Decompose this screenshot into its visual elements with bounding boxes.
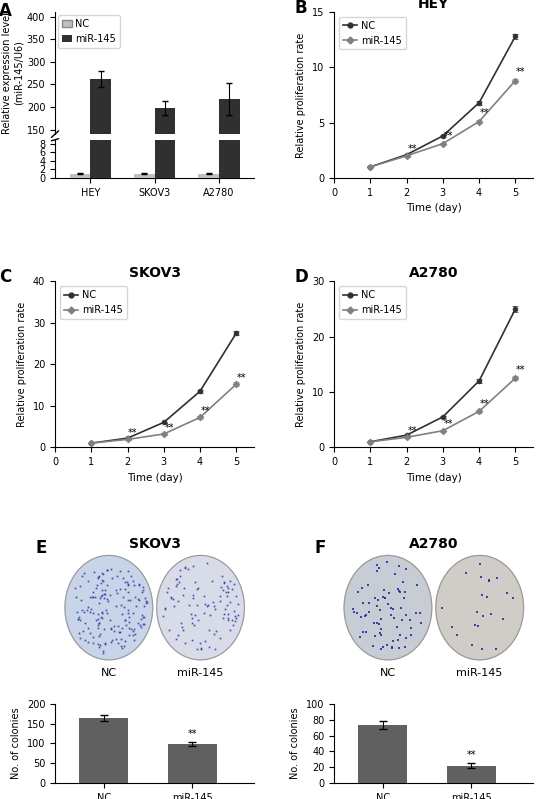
Bar (168, 744, 217, 783)
Bar (359, 725, 407, 783)
Bar (219, 0, 240, 178)
Title: HEY: HEY (418, 0, 449, 11)
Y-axis label: Relative proliferation rate: Relative proliferation rate (18, 302, 28, 427)
Ellipse shape (436, 555, 524, 660)
Ellipse shape (157, 555, 244, 660)
Bar (79, 718, 128, 783)
Text: NC: NC (101, 668, 117, 678)
Title: SKOV3: SKOV3 (129, 266, 181, 280)
Text: F: F (314, 539, 326, 557)
Y-axis label: Relative proliferation rate: Relative proliferation rate (296, 302, 306, 427)
Title: SKOV3: SKOV3 (129, 537, 181, 551)
X-axis label: Time (day): Time (day) (127, 472, 183, 483)
Title: A2780: A2780 (409, 537, 459, 551)
Text: **: ** (516, 67, 526, 78)
Bar (155, 0, 175, 178)
Bar (199, 173, 219, 178)
X-axis label: Time (day): Time (day) (406, 472, 461, 483)
Text: **: ** (480, 108, 490, 118)
Text: C: C (0, 268, 12, 286)
Text: **: ** (408, 426, 417, 435)
Text: **: ** (237, 373, 246, 383)
Text: D: D (294, 268, 308, 286)
X-axis label: Time (day): Time (day) (406, 203, 461, 213)
Legend: NC, miR-145: NC, miR-145 (339, 17, 406, 50)
Bar (447, 765, 496, 783)
Text: A: A (0, 2, 12, 20)
Legend: NC, miR-145: NC, miR-145 (58, 15, 120, 48)
Title: A2780: A2780 (409, 266, 459, 280)
Legend: NC, miR-145: NC, miR-145 (60, 286, 127, 319)
Text: **: ** (443, 131, 453, 141)
Ellipse shape (344, 555, 432, 660)
Text: E: E (35, 539, 46, 557)
Text: **: ** (516, 365, 526, 376)
Text: **: ** (188, 729, 197, 739)
Text: **: ** (480, 399, 490, 408)
Y-axis label: No. of colonies: No. of colonies (11, 708, 21, 779)
Bar (70, 173, 90, 178)
Ellipse shape (65, 555, 153, 660)
Y-axis label: Relative proliferation rate: Relative proliferation rate (296, 32, 306, 157)
Text: **: ** (164, 423, 174, 433)
Text: B: B (294, 0, 307, 17)
Y-axis label: No. of colonies: No. of colonies (290, 708, 300, 779)
Text: NC: NC (380, 668, 396, 678)
Text: **: ** (408, 144, 417, 153)
Text: **: ** (443, 419, 453, 429)
Bar (90, 0, 111, 178)
Text: **: ** (128, 428, 138, 438)
Text: miR-145: miR-145 (456, 668, 503, 678)
Bar (155, 108, 175, 197)
Text: **: ** (467, 750, 476, 760)
Bar (90, 79, 111, 197)
Bar (219, 99, 240, 197)
Text: miR-145: miR-145 (177, 668, 224, 678)
Y-axis label: Relative expression level
(miR-145/U6): Relative expression level (miR-145/U6) (2, 12, 24, 134)
Legend: NC, miR-145: NC, miR-145 (339, 286, 406, 319)
Bar (134, 173, 155, 178)
Text: **: ** (201, 406, 210, 415)
